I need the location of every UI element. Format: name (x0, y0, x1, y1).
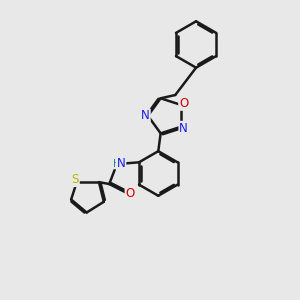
Text: H: H (113, 158, 121, 169)
Text: O: O (179, 97, 188, 110)
Text: S: S (72, 173, 79, 186)
Text: O: O (125, 187, 135, 200)
Text: N: N (117, 157, 125, 170)
Text: N: N (141, 109, 150, 122)
Text: N: N (179, 122, 188, 135)
